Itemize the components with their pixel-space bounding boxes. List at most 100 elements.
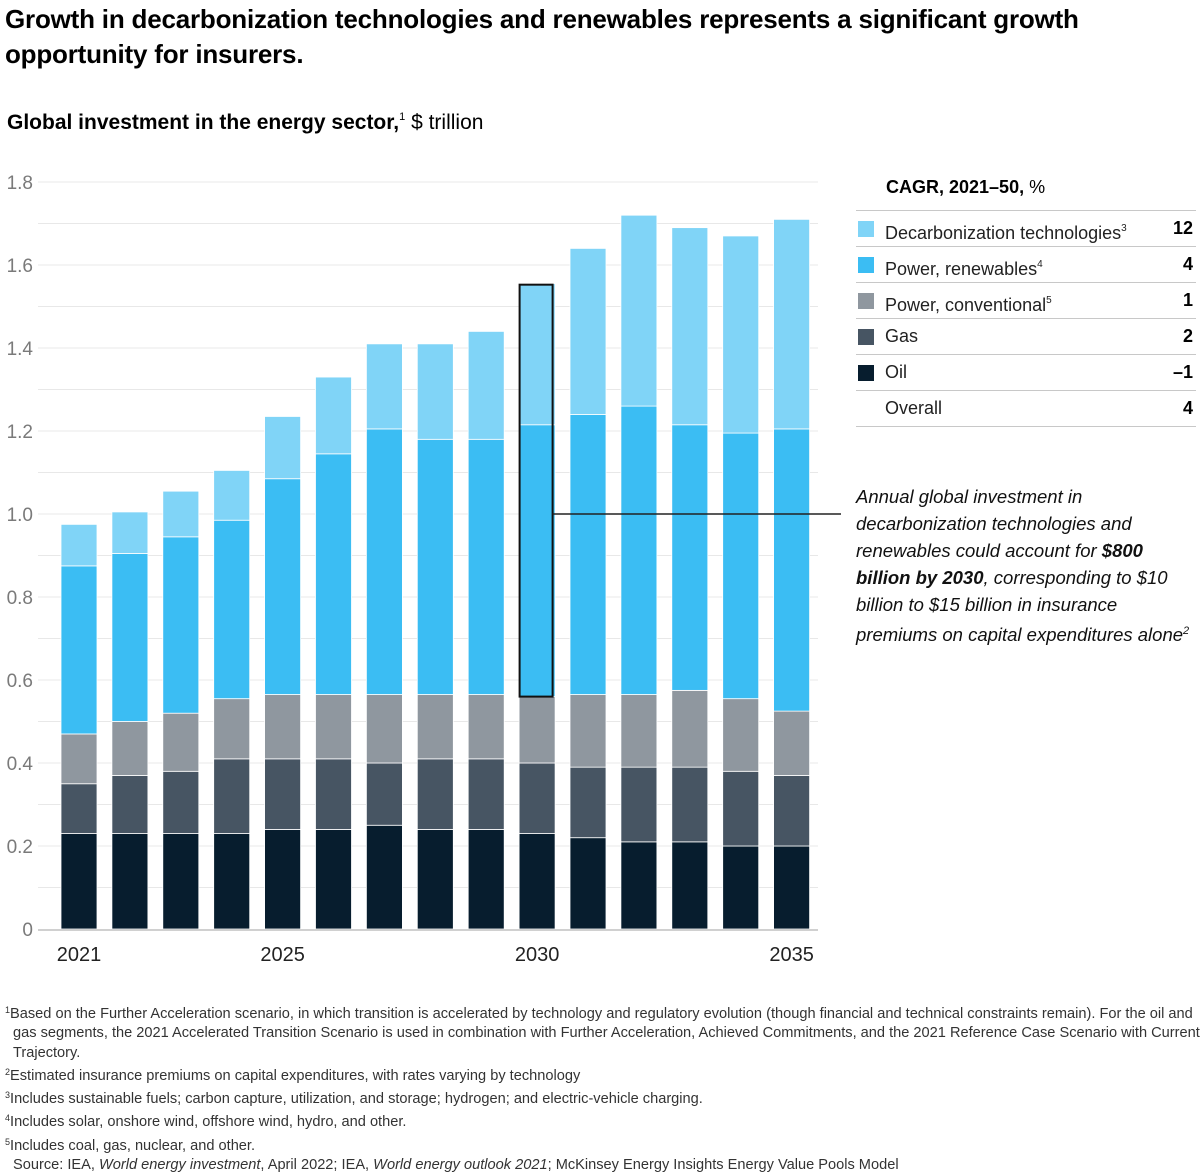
x-tick-label: 2021: [57, 944, 102, 966]
subtitle-footnote-ref: 1: [399, 111, 406, 123]
source-title-1: World energy investment: [98, 1157, 261, 1174]
bar-segment-oil: [518, 833, 556, 930]
footnote: 3Includes sustainable fuels; carbon capt…: [5, 1086, 1200, 1109]
bar-segment-decarbonization-technologies: [315, 376, 352, 455]
bar-segment-power-conventional: [569, 694, 607, 768]
bar-stack: [315, 376, 352, 930]
bar-segment-decarbonization-technologies: [722, 235, 760, 434]
bar-stack: [264, 416, 302, 930]
legend-cagr-value: 4: [1182, 254, 1193, 274]
bar-segment-power-conventional: [416, 694, 454, 760]
bar-segment-oil: [111, 833, 149, 930]
bar-segment-power-conventional: [365, 694, 403, 764]
bar-segment-oil: [722, 845, 760, 930]
legend-label: Gas: [885, 319, 918, 354]
bar-segment-gas: [569, 766, 607, 839]
footnote-number: 5: [5, 1136, 11, 1147]
legend-label-text: Decarbonization technologies: [885, 223, 1122, 243]
footnote-number: 3: [5, 1090, 11, 1101]
bar-stack: [111, 511, 149, 930]
highlight-group: [518, 283, 841, 698]
source-mid: , April 2022; IEA,: [260, 1157, 374, 1174]
bar-stack: [671, 227, 709, 930]
legend-label-text: Oil: [885, 362, 907, 382]
bar-stack: [518, 283, 556, 930]
bar-segment-power-conventional: [518, 696, 556, 764]
subtitle-main: Global investment in the energy sector,: [7, 111, 400, 134]
bar-segment-gas: [518, 762, 556, 834]
footnotes: 1Based on the Further Acceleration scena…: [5, 1001, 1200, 1175]
bar-segment-power-renewables: [773, 428, 810, 712]
bar-segment-decarbonization-technologies: [162, 490, 200, 538]
annotation-pre: Annual global investment in decarbonizat…: [856, 486, 1132, 561]
legend-label: Overall: [885, 391, 942, 426]
bar-stack: [213, 470, 251, 930]
bar-segment-power-conventional: [315, 694, 352, 760]
bar-segment-power-renewables: [60, 565, 98, 735]
legend-row: Oil –1: [856, 355, 1196, 391]
footnote: 2Estimated insurance premiums on capital…: [5, 1063, 1200, 1086]
bar-segment-decarbonization-technologies: [213, 470, 251, 521]
bar-segment-power-renewables: [365, 428, 403, 695]
bar-segment-power-renewables: [264, 478, 302, 695]
legend-row: Power, conventional5 1: [856, 283, 1196, 319]
y-tick-label: 0: [22, 920, 33, 941]
legend-label: Decarbonization technologies3: [885, 211, 1127, 251]
y-tick-label: 0.6: [7, 671, 33, 692]
highlight-box: [518, 283, 554, 698]
bar-segment-power-renewables: [315, 453, 352, 695]
bar-segment-gas: [722, 770, 760, 847]
footnote-text: Estimated insurance premiums on capital …: [10, 1067, 581, 1084]
footnote-number: 1: [5, 1005, 11, 1015]
legend-row: Power, renewables4 4: [856, 247, 1196, 283]
bar-stack: [416, 343, 454, 930]
bar-segment-power-renewables: [518, 424, 556, 698]
source-note: Source: IEA, World energy investment, Ap…: [5, 1156, 1200, 1175]
x-tick-label: 2030: [515, 944, 560, 966]
bar-segment-power-renewables: [671, 424, 709, 691]
bar-stack: [620, 214, 658, 930]
legend-label: Oil: [885, 355, 907, 390]
bar-stack: [162, 490, 200, 930]
y-tick-label: 0.8: [7, 588, 33, 609]
bar-segment-power-conventional: [111, 721, 149, 776]
bar-segment-decarbonization-technologies: [569, 248, 607, 415]
bar-segment-power-conventional: [620, 694, 658, 768]
bar-segment-power-renewables: [416, 438, 454, 695]
bar-segment-oil: [416, 829, 454, 930]
legend-title: CAGR, 2021–50, %: [856, 172, 1196, 211]
footnote-text: Includes solar, onshore wind, offshore w…: [10, 1114, 407, 1131]
bar-segment-power-renewables: [111, 553, 149, 722]
source-prefix: Source: IEA,: [13, 1157, 99, 1174]
bar-segment-gas: [467, 758, 505, 830]
legend-swatch: [858, 221, 874, 237]
bar-segment-power-renewables: [569, 413, 607, 695]
bar-stack: [773, 218, 810, 930]
y-tick-label: 1.4: [7, 339, 34, 360]
legend-label: Power, renewables4: [885, 247, 1043, 287]
footnote-text: Includes coal, gas, nuclear, and other.: [10, 1137, 256, 1154]
bar-segment-gas: [111, 775, 149, 834]
bar-segment-decarbonization-technologies: [111, 511, 149, 554]
x-axis: 2021 2025 2030 2035: [38, 929, 818, 966]
bar-segment-gas: [773, 775, 810, 847]
bar-stack: [365, 343, 403, 930]
legend-row: Overall 4: [856, 391, 1196, 427]
bar-segment-gas: [264, 758, 302, 830]
bar-segment-gas: [416, 758, 454, 830]
bar-segment-power-conventional: [60, 733, 98, 785]
source-title-2: World energy outlook 2021: [373, 1157, 548, 1174]
legend-cagr-value: –1: [1172, 362, 1193, 382]
bar-segment-oil: [162, 833, 200, 930]
bar-segment-decarbonization-technologies: [518, 283, 556, 426]
bar-segment-power-conventional: [264, 694, 302, 760]
legend-footnote-ref: 5: [1046, 295, 1052, 306]
bar-stack: [569, 248, 607, 930]
bar-segment-oil: [60, 833, 98, 930]
legend-swatch: [858, 257, 874, 273]
footnote: 5Includes coal, gas, nuclear, and other.: [5, 1133, 1200, 1156]
legend-table: CAGR, 2021–50, % Decarbonization technol…: [856, 172, 1196, 427]
bar-segment-gas: [620, 766, 658, 843]
bar-segment-power-renewables: [620, 405, 658, 695]
bar-segment-oil: [671, 841, 709, 930]
